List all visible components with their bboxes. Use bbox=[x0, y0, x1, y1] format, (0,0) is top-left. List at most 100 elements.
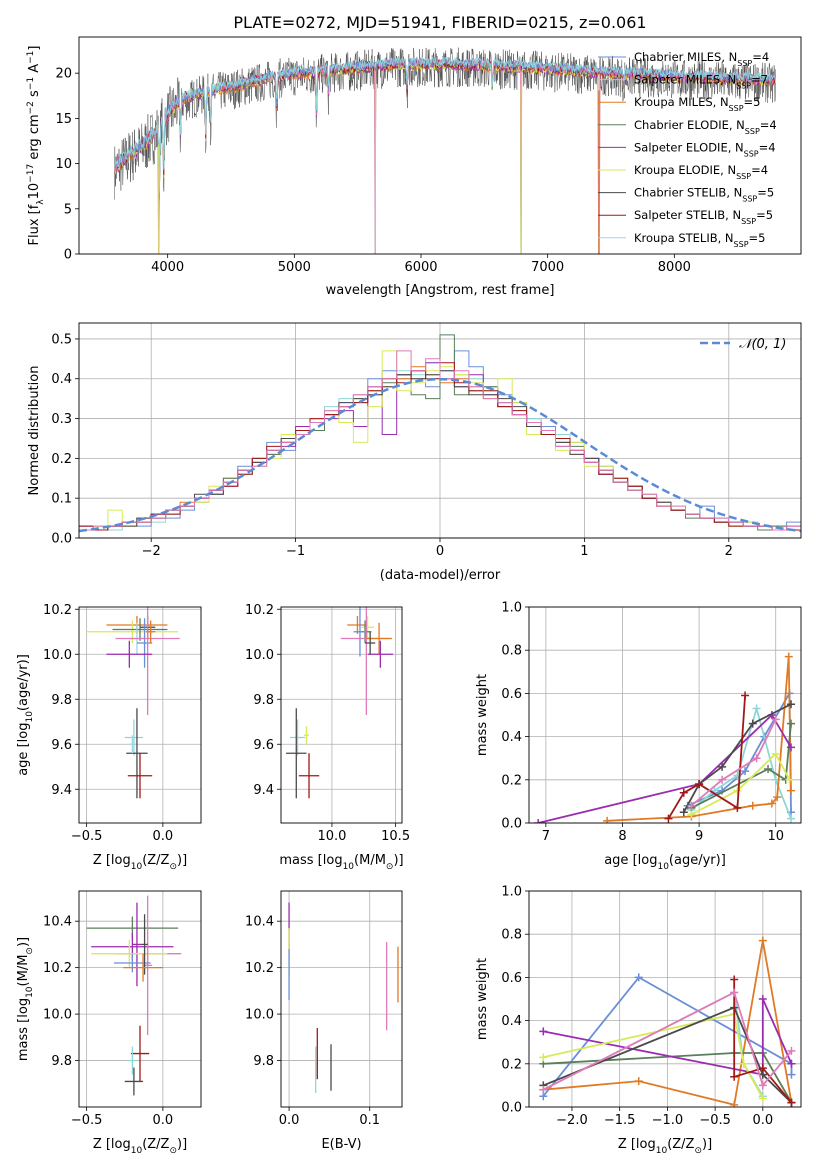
weight_vs_age-point-marker bbox=[773, 793, 782, 802]
weight_vs_age-xtick-label: 9 bbox=[695, 829, 703, 844]
weight_vs_z-point-marker bbox=[758, 936, 767, 945]
residuals-ytick-label: 0.4 bbox=[51, 372, 72, 387]
legend-entry-sub: SSP bbox=[734, 239, 749, 248]
weight-vs-age-xlabel-part: 10 bbox=[657, 862, 669, 872]
legend-entry: Chabrier MILES, NSSP=4 bbox=[634, 50, 769, 68]
mass-vs-z-ylabel-part: (M/M bbox=[16, 955, 31, 987]
mass_vs_z-frame bbox=[78, 890, 202, 1108]
weight_vs_z-point-marker bbox=[539, 1053, 548, 1062]
legend-entry-text: Kroupa MILES, N bbox=[634, 95, 729, 109]
weight_vs_z-series-line bbox=[543, 1013, 764, 1099]
age-vs-z-ylabel-part: age [log bbox=[16, 723, 31, 776]
age_vs_z-marks bbox=[86, 607, 180, 799]
age_vs_mass-plot-area bbox=[281, 607, 402, 823]
mass_vs_ebv-ytick-label: 10.2 bbox=[245, 961, 274, 976]
age_vs_z-ytick-label: 9.4 bbox=[51, 783, 72, 798]
weight_vs_z-point-marker bbox=[787, 1059, 796, 1068]
spectrum-xtick-label: 4000 bbox=[151, 260, 184, 275]
weight_vs_z-ytick-label: 0.8 bbox=[501, 928, 522, 943]
residuals-xtick-label: −2 bbox=[142, 544, 161, 559]
weight_vs_z-point-marker bbox=[730, 988, 739, 997]
residuals-xtick-label: 2 bbox=[725, 544, 733, 559]
weight_vs_z-point-marker bbox=[758, 995, 767, 1003]
age-vs-mass-xlabel-part: mass [log bbox=[279, 853, 342, 868]
weight-vs-age-xlabel-part: (age/yr)] bbox=[669, 853, 726, 868]
weight_vs_age-plot-area bbox=[529, 607, 801, 823]
weight_vs_age-series-line bbox=[690, 723, 792, 809]
legend-entry-end: =4 bbox=[759, 140, 776, 154]
weight_vs_age-ytick-label: 1.0 bbox=[501, 601, 522, 616]
spectrum-xtick-label: 5000 bbox=[278, 260, 311, 275]
legend-entry-end: =4 bbox=[751, 163, 768, 177]
weight_vs_age-point-marker bbox=[785, 775, 794, 784]
weight_vs_z-ytick-label: 0.6 bbox=[501, 971, 522, 986]
weight_vs_age-point-marker bbox=[748, 801, 757, 810]
weight_vs_age-point-marker bbox=[687, 801, 696, 810]
age_vs_mass-marks bbox=[286, 607, 394, 799]
legend-entry-sub: SSP bbox=[742, 194, 757, 203]
residuals-xtick-label: 0 bbox=[436, 544, 444, 559]
legend-entry-text: Kroupa ELODIE, N bbox=[634, 163, 736, 177]
age-vs-mass-xlabel-part: 10 bbox=[343, 862, 355, 872]
age_vs_z-xtick-label: 0.0 bbox=[153, 829, 174, 844]
spectrum-ytick-label: 5 bbox=[64, 202, 72, 217]
weight_vs_age-point-marker bbox=[764, 765, 773, 773]
weight_vs_age-point-marker bbox=[787, 700, 796, 709]
mass_vs_ebv-ytick-label: 9.8 bbox=[253, 1054, 274, 1069]
age_vs_mass-ytick-label: 10.0 bbox=[245, 648, 274, 663]
residuals-ytick-label: 0.1 bbox=[51, 492, 72, 507]
spectrum-ylabel-part: A bbox=[27, 64, 42, 77]
weight_vs_age-point-marker bbox=[695, 780, 704, 789]
weight_vs_age-point-marker bbox=[748, 719, 757, 728]
mass_vs_ebv-marks bbox=[288, 902, 399, 1094]
figure-title: PLATE=0272, MJD=51941, FIBERID=0215, z=0… bbox=[233, 13, 646, 32]
legend-entry-sub: SSP bbox=[737, 59, 752, 68]
residuals-xtick-label: −1 bbox=[286, 544, 305, 559]
age-vs-mass-xlabel-part: (M/M bbox=[354, 853, 386, 868]
weight_vs_age-point-marker bbox=[733, 803, 742, 812]
mass-vs-z-xlabel-part: ⊙ bbox=[169, 1146, 177, 1156]
weight_vs_z-ytick-label: 1.0 bbox=[501, 885, 522, 900]
spectrum-ylabel-part: −2 bbox=[26, 101, 36, 114]
legend-entry-text: Chabrier STELIB, N bbox=[634, 186, 742, 200]
legend-entry-text: Chabrier ELODIE, N bbox=[634, 118, 745, 132]
weight_vs_z-point-marker bbox=[730, 975, 739, 984]
spectrum-ylabel: Flux [fλ10−17 erg cm−2 s−1 A−1] bbox=[26, 46, 46, 246]
spectrum-ylabel-part: −1 bbox=[26, 77, 36, 90]
weight_vs_age-point-marker bbox=[752, 754, 761, 763]
weight_vs_z-xtick-label: −1.0 bbox=[652, 1113, 684, 1128]
mass-vs-z-ylabel-part: 10 bbox=[25, 986, 35, 998]
weight_vs_z-point-marker bbox=[730, 1072, 739, 1081]
age_vs_mass-frame bbox=[280, 606, 403, 824]
spectrum-ytick-label: 10 bbox=[55, 157, 72, 172]
age_vs_z-ytick-label: 10.2 bbox=[43, 603, 72, 618]
mass_vs_z-xtick-label: 0.0 bbox=[153, 1113, 174, 1128]
legend-entry-sub: SSP bbox=[741, 217, 756, 226]
residuals-xtick-label: 1 bbox=[580, 544, 588, 559]
weight_vs_age-point-marker bbox=[787, 743, 796, 752]
legend-entry: Salpeter STELIB, NSSP=5 bbox=[634, 208, 773, 226]
mass-vs-z-xlabel-part: (Z/Z bbox=[142, 1137, 169, 1152]
legend-entry-sub: SSP bbox=[736, 81, 751, 90]
spectrum-ylabel-part: Flux [f bbox=[27, 204, 42, 245]
legend-entry: Chabrier ELODIE, NSSP=4 bbox=[634, 118, 777, 136]
legend-entry-sub: SSP bbox=[736, 172, 751, 181]
mass-vs-z-xlabel-part: )] bbox=[177, 1137, 187, 1152]
spectrum-ylabel-part: s bbox=[27, 90, 42, 101]
spectrum-marks bbox=[114, 47, 777, 254]
mass-vs-z-xlabel-part: 10 bbox=[131, 1146, 143, 1156]
weight_vs_z-point-marker bbox=[758, 1094, 767, 1103]
weight_vs_z-series-line bbox=[542, 991, 793, 1091]
weight_vs_z-ylabel: mass weight bbox=[475, 958, 490, 1040]
residual-histogram-series bbox=[79, 350, 801, 538]
legend-entry: Chabrier STELIB, NSSP=5 bbox=[634, 186, 774, 204]
weight_vs_z-ytick-label: 0.0 bbox=[501, 1101, 522, 1116]
weight_vs_age-frame bbox=[528, 606, 802, 824]
mass-vs-z-ylabel-part: )] bbox=[16, 937, 31, 947]
spectrum-series-line bbox=[114, 47, 776, 254]
spectrum-ylabel-part: erg cm bbox=[27, 114, 42, 163]
spectrum-xtick-label: 8000 bbox=[658, 260, 691, 275]
residuals-marks bbox=[79, 334, 801, 538]
age-vs-z-xlabel-part: (Z/Z bbox=[142, 853, 169, 868]
